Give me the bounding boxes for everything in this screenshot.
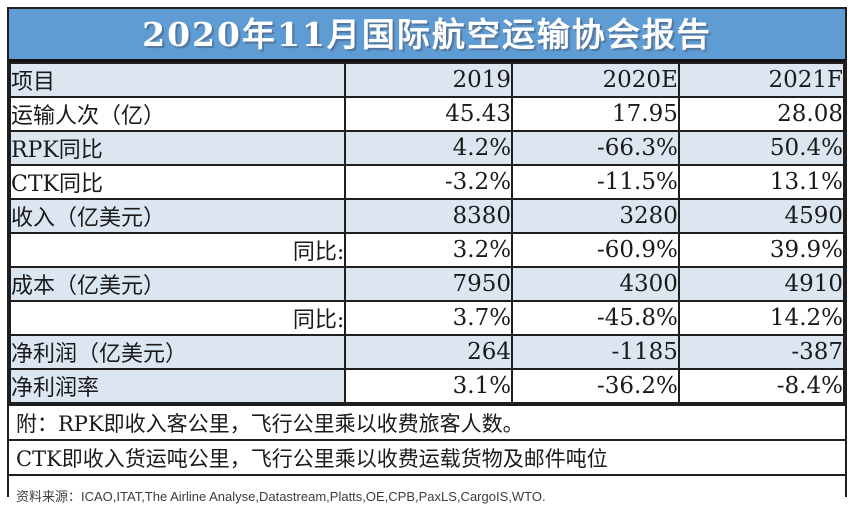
cell-value: -36.2% [511, 368, 680, 404]
cell-value: -60.9% [511, 232, 680, 268]
table-row-revenue: 收入（亿美元） 8380 3280 4590 [8, 198, 846, 234]
cell-value: 4.2% [344, 130, 514, 166]
footnote-rpk-text: 附：RPK即收入客公里，飞行公里乘以收费旅客人数。 [16, 411, 524, 436]
cell-value: -66.3% [511, 130, 680, 166]
cell-value: 39.9% [677, 232, 846, 268]
cell-value: 4910 [677, 266, 846, 302]
cell-value: -1185 [511, 334, 680, 370]
cell-value: 45.43 [344, 96, 514, 132]
footnote-ctk-text: CTK即收入货运吨公里，飞行公里乘以收费运载货物及邮件吨位 [16, 446, 608, 471]
report-title: 2020年11月国际航空运输协会报告 [142, 14, 712, 54]
data-source-line: 资料来源：ICAO,ITAT,The Airline Analyse,Datas… [9, 474, 845, 515]
header-row: 项目 2019 2020E 2021F [8, 62, 846, 98]
row-label: CTK同比 [8, 164, 347, 200]
row-label: 净利润率 [8, 368, 347, 404]
column-header-2021f: 2021F [677, 62, 846, 98]
cell-value: 13.1% [677, 164, 846, 200]
cell-value: -11.5% [511, 164, 680, 200]
cell-value: 3.7% [344, 300, 514, 336]
row-label: 同比: [8, 300, 347, 336]
cell-value: -45.8% [511, 300, 680, 336]
row-label: 净利润（亿美元） [8, 334, 347, 370]
cell-value: 7950 [344, 266, 514, 302]
report-title-banner: 2020年11月国际航空运输协会报告 [9, 9, 845, 62]
table-row-revenue-yoy: 同比: 3.2% -60.9% 39.9% [8, 232, 846, 268]
cell-value: 14.2% [677, 300, 846, 336]
cell-value: 3280 [511, 198, 680, 234]
cell-value: 8380 [344, 198, 514, 234]
iata-data-table: 项目 2019 2020E 2021F 运输人次（亿） 45.43 17.95 … [8, 62, 846, 404]
cell-value: 4300 [511, 266, 680, 302]
row-label: RPK同比 [8, 130, 347, 166]
table-row-cost-yoy: 同比: 3.7% -45.8% 14.2% [8, 300, 846, 336]
column-header-2020e: 2020E [511, 62, 680, 98]
cell-value: 4590 [677, 198, 846, 234]
report-table-sheet: 2020年11月国际航空运输协会报告 项目 2019 2020E 2021F 运… [7, 7, 847, 515]
table-row-ctk-yoy: CTK同比 -3.2% -11.5% 13.1% [8, 164, 846, 200]
column-header-2019: 2019 [344, 62, 514, 98]
cell-value: 17.95 [511, 96, 680, 132]
cell-value: 28.08 [677, 96, 846, 132]
cell-value: -8.4% [677, 368, 846, 404]
footnote-ctk: CTK即收入货运吨公里，飞行公里乘以收费运载货物及邮件吨位 [9, 439, 845, 474]
table-row-rpk-yoy: RPK同比 4.2% -66.3% 50.4% [8, 130, 846, 166]
table-row-net-margin: 净利润率 3.1% -36.2% -8.4% [8, 368, 846, 404]
cell-value: -3.2% [344, 164, 514, 200]
data-source-text: 资料来源：ICAO,ITAT,The Airline Analyse,Datas… [16, 489, 546, 504]
footnote-rpk: 附：RPK即收入客公里，飞行公里乘以收费旅客人数。 [9, 404, 845, 439]
cell-value: 50.4% [677, 130, 846, 166]
cell-value: 3.1% [344, 368, 514, 404]
row-label: 收入（亿美元） [8, 198, 347, 234]
table-row-net-profit: 净利润（亿美元） 264 -1185 -387 [8, 334, 846, 370]
cell-value: 3.2% [344, 232, 514, 268]
column-header-item: 项目 [8, 62, 347, 98]
row-label: 同比: [8, 232, 347, 268]
cell-value: 264 [344, 334, 514, 370]
table-row-cost: 成本（亿美元） 7950 4300 4910 [8, 266, 846, 302]
table-row-passengers: 运输人次（亿） 45.43 17.95 28.08 [8, 96, 846, 132]
cell-value: -387 [677, 334, 846, 370]
row-label: 运输人次（亿） [8, 96, 347, 132]
row-label: 成本（亿美元） [8, 266, 347, 302]
